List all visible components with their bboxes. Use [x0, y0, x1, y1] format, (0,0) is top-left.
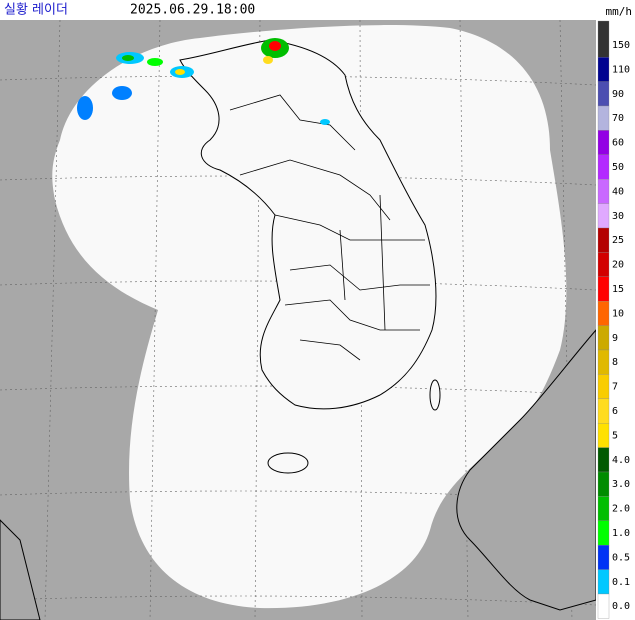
jeju-island — [267, 452, 309, 474]
legend-swatch — [597, 545, 610, 570]
legend-swatch — [597, 203, 610, 229]
legend: 150 110 90 70 60 50 40 30 25 20 15 10 9 8 7 6 5 4.0 3.0 2.0… — [597, 20, 630, 619]
legend-label: 40 — [612, 186, 624, 197]
legend-label: 50 — [612, 162, 624, 173]
legend-swatch — [597, 57, 610, 82]
legend-label: 0.5 — [612, 552, 630, 563]
legend-label: 70 — [612, 113, 624, 124]
island — [429, 379, 441, 411]
legend-label: 150 — [612, 40, 630, 51]
legend-swatch — [597, 179, 610, 204]
legend-swatch — [597, 252, 610, 277]
legend-swatch — [597, 325, 610, 351]
grid-lines — [0, 19, 597, 620]
legend-label: 6 — [612, 406, 618, 417]
precipitation — [77, 38, 330, 125]
legend-swatch — [597, 496, 610, 521]
legend-label: 7 — [612, 382, 618, 393]
legend-label: 2.0 — [612, 504, 630, 515]
legend-label: 20 — [612, 260, 624, 271]
legend-swatch — [597, 81, 610, 107]
japan-coast — [456, 328, 597, 611]
legend-label: 30 — [612, 211, 624, 222]
title: 실황 레이더 — [4, 3, 68, 18]
legend-swatch — [597, 349, 610, 375]
legend-swatch — [597, 105, 610, 131]
legend-label: 5 — [612, 430, 618, 441]
legend-label: 90 — [612, 89, 624, 100]
legend-swatch — [597, 301, 610, 326]
legend-swatch — [597, 593, 610, 619]
china-coast — [0, 519, 41, 620]
legend-label: 9 — [612, 333, 618, 344]
legend-swatch — [597, 423, 610, 448]
timestamp: 2025.06.29.18:00 — [130, 3, 255, 18]
legend-label: 1.0 — [612, 528, 630, 539]
legend-label: 4.0 — [612, 455, 630, 466]
korean-peninsula — [179, 39, 437, 410]
legend-label: 10 — [612, 308, 624, 319]
legend-label: 0.1 — [612, 577, 630, 588]
legend-swatch — [597, 447, 610, 473]
legend-swatch — [597, 20, 610, 58]
legend-label: 3.0 — [612, 479, 630, 490]
unit-label: mm/h — [606, 5, 633, 18]
legend-swatch — [597, 130, 610, 155]
legend-label: 15 — [612, 284, 624, 295]
legend-label: 8 — [612, 357, 618, 368]
legend-label: 110 — [612, 64, 630, 75]
map — [0, 19, 597, 620]
legend-swatch — [597, 154, 610, 180]
legend-swatch — [597, 398, 610, 424]
legend-swatch — [597, 227, 610, 253]
legend-label: 60 — [612, 138, 624, 149]
legend-swatch — [597, 374, 610, 399]
header-bar — [0, 0, 635, 20]
legend-swatch — [597, 520, 610, 546]
legend-label: 0.0 — [612, 601, 630, 612]
legend-swatch — [597, 569, 610, 595]
legend-swatch — [597, 471, 610, 497]
legend-label: 25 — [612, 235, 624, 246]
legend-swatch — [597, 276, 610, 302]
